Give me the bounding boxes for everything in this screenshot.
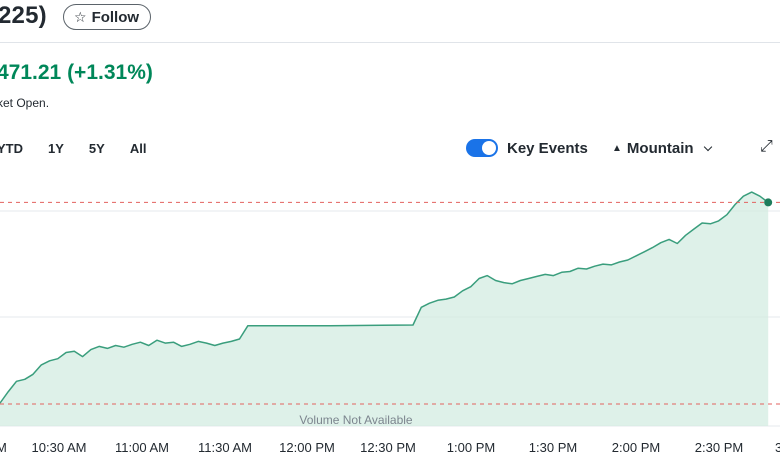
star-outline-icon: ☆: [74, 9, 87, 25]
range-all[interactable]: All: [129, 140, 147, 156]
mountain-icon: ▲: [612, 142, 622, 154]
x-tick-label: 3: [775, 440, 780, 455]
follow-label: Follow: [91, 8, 140, 26]
x-tick-label: 12:30 PM: [360, 440, 416, 455]
x-tick-label: 1:30 PM: [529, 440, 577, 455]
series-area-fill: [0, 192, 769, 426]
range-ytd[interactable]: YTD: [0, 140, 23, 156]
last-price-point[interactable]: [764, 198, 773, 207]
market-status: ket Open.: [0, 96, 50, 110]
chart-type-dropdown[interactable]: ▲ Mountain: [612, 140, 712, 157]
x-tick-label: 10:30 AM: [32, 440, 87, 455]
quote-title: 225): [0, 2, 47, 29]
x-tick-label: 12:00 PM: [279, 440, 335, 455]
range-1y[interactable]: 1Y: [48, 140, 64, 156]
toggle-knob: [482, 141, 496, 155]
x-tick-label: 11:30 AM: [198, 440, 252, 455]
header-divider: [0, 42, 780, 43]
x-tick-label: M: [0, 440, 7, 455]
follow-button[interactable]: ☆ Follow: [63, 4, 152, 30]
x-tick-label: 1:00 PM: [447, 440, 495, 455]
price-change: 471.21 (+1.31%): [0, 61, 153, 84]
key-events-toggle[interactable]: [466, 139, 498, 157]
key-events-label: Key Events: [507, 140, 588, 157]
volume-note: Volume Not Available: [299, 413, 413, 427]
chart-type-label: Mountain: [626, 140, 694, 157]
range-selector: YTD 1Y 5Y All: [0, 140, 171, 156]
x-tick-label: 2:30 PM: [695, 440, 743, 455]
x-tick-label: 11:00 AM: [115, 440, 169, 455]
range-5y[interactable]: 5Y: [88, 140, 105, 156]
expand-icon[interactable]: ⤢: [760, 138, 773, 155]
series-line: [0, 191, 769, 404]
x-tick-label: 2:00 PM: [612, 440, 660, 455]
